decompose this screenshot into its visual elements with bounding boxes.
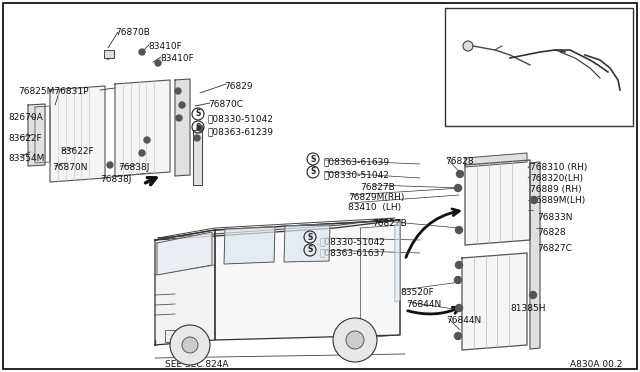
Circle shape xyxy=(155,60,161,66)
Text: 76838J: 76838J xyxy=(118,163,149,172)
Text: 76838J: 76838J xyxy=(100,175,131,184)
Circle shape xyxy=(333,318,377,362)
Polygon shape xyxy=(115,80,170,176)
Text: S: S xyxy=(455,23,461,32)
Text: Ⓢ08330-51042: Ⓢ08330-51042 xyxy=(323,170,389,179)
Polygon shape xyxy=(465,153,527,167)
Polygon shape xyxy=(157,232,212,275)
Polygon shape xyxy=(155,220,400,240)
Text: S: S xyxy=(310,154,316,164)
Text: 83520F: 83520F xyxy=(400,288,434,297)
Text: 76870B: 76870B xyxy=(115,28,150,37)
Circle shape xyxy=(105,53,111,59)
Polygon shape xyxy=(284,225,330,262)
Circle shape xyxy=(454,333,461,340)
Circle shape xyxy=(531,196,538,203)
Polygon shape xyxy=(155,230,215,345)
Circle shape xyxy=(456,262,463,269)
Circle shape xyxy=(346,331,364,349)
Bar xyxy=(165,330,195,342)
Circle shape xyxy=(456,170,463,177)
Polygon shape xyxy=(462,253,527,350)
Circle shape xyxy=(170,325,210,365)
Polygon shape xyxy=(530,162,540,349)
Text: 76828: 76828 xyxy=(445,157,474,166)
Circle shape xyxy=(144,137,150,143)
Circle shape xyxy=(197,125,203,131)
Text: 76829M(RH): 76829M(RH) xyxy=(348,193,404,202)
FancyArrowPatch shape xyxy=(408,307,460,314)
Text: 83354M: 83354M xyxy=(8,154,44,163)
Text: S: S xyxy=(307,232,313,241)
Text: Ⓢ08330-51042: Ⓢ08330-51042 xyxy=(208,114,274,123)
Text: 83410F: 83410F xyxy=(160,54,194,63)
Text: 76827C: 76827C xyxy=(537,244,572,253)
Text: S: S xyxy=(195,122,201,131)
Text: A830A 00.2: A830A 00.2 xyxy=(570,360,622,369)
Text: 76889M(LH): 76889M(LH) xyxy=(530,196,585,205)
Text: 82670A: 82670A xyxy=(8,113,43,122)
Circle shape xyxy=(454,276,461,283)
Text: 76827B: 76827B xyxy=(360,183,395,192)
Text: 76829: 76829 xyxy=(224,82,253,91)
Text: 76825M76831P: 76825M76831P xyxy=(18,87,88,96)
Text: 768320(LH): 768320(LH) xyxy=(530,174,583,183)
Text: 76889 (RH): 76889 (RH) xyxy=(530,185,582,194)
Circle shape xyxy=(529,292,536,298)
Circle shape xyxy=(454,185,461,192)
Text: 83410F: 83410F xyxy=(148,42,182,51)
Polygon shape xyxy=(28,104,45,166)
Text: Ⓢ08330-51042: Ⓢ08330-51042 xyxy=(320,237,386,246)
Text: 76870C: 76870C xyxy=(208,100,243,109)
Text: 08330-51042: 08330-51042 xyxy=(467,24,523,33)
Text: 83622F: 83622F xyxy=(8,134,42,143)
Polygon shape xyxy=(465,160,530,245)
Text: Ⓢ08363-61639: Ⓢ08363-61639 xyxy=(323,157,389,166)
Circle shape xyxy=(107,162,113,168)
Text: 76827B: 76827B xyxy=(372,219,407,228)
Polygon shape xyxy=(395,222,400,302)
Text: 76844N: 76844N xyxy=(406,300,441,309)
Circle shape xyxy=(139,49,145,55)
Polygon shape xyxy=(50,86,105,182)
Text: SEE SEC.824A: SEE SEC.824A xyxy=(165,360,228,369)
Polygon shape xyxy=(175,79,190,176)
Circle shape xyxy=(139,150,145,156)
Text: 83622F: 83622F xyxy=(60,147,93,156)
Text: 83410  (LH): 83410 (LH) xyxy=(348,203,401,212)
Text: 83610P: 83610P xyxy=(495,86,529,95)
Polygon shape xyxy=(224,227,275,264)
Text: SLIDE TYPE: SLIDE TYPE xyxy=(448,111,503,121)
Bar xyxy=(104,50,114,58)
FancyArrowPatch shape xyxy=(406,209,460,257)
Text: 76828: 76828 xyxy=(537,228,566,237)
Text: S: S xyxy=(310,167,316,176)
Polygon shape xyxy=(215,220,400,340)
Text: S: S xyxy=(195,109,201,119)
Text: 76833N: 76833N xyxy=(537,213,573,222)
Text: 76844N: 76844N xyxy=(446,316,481,325)
Text: 76870N: 76870N xyxy=(52,163,88,172)
Circle shape xyxy=(175,88,181,94)
Polygon shape xyxy=(193,130,202,185)
Text: Ⓢ08363-61239: Ⓢ08363-61239 xyxy=(208,127,274,136)
Circle shape xyxy=(179,102,185,108)
Circle shape xyxy=(456,227,463,234)
Text: 768310 (RH): 768310 (RH) xyxy=(530,163,588,172)
Circle shape xyxy=(182,337,198,353)
Circle shape xyxy=(463,41,473,51)
Text: 81385H: 81385H xyxy=(510,304,545,313)
Circle shape xyxy=(456,305,463,311)
Circle shape xyxy=(176,115,182,121)
Circle shape xyxy=(194,135,200,141)
Bar xyxy=(445,8,633,126)
Text: S: S xyxy=(307,246,313,254)
Text: Ⓢ08363-61637: Ⓢ08363-61637 xyxy=(320,248,386,257)
